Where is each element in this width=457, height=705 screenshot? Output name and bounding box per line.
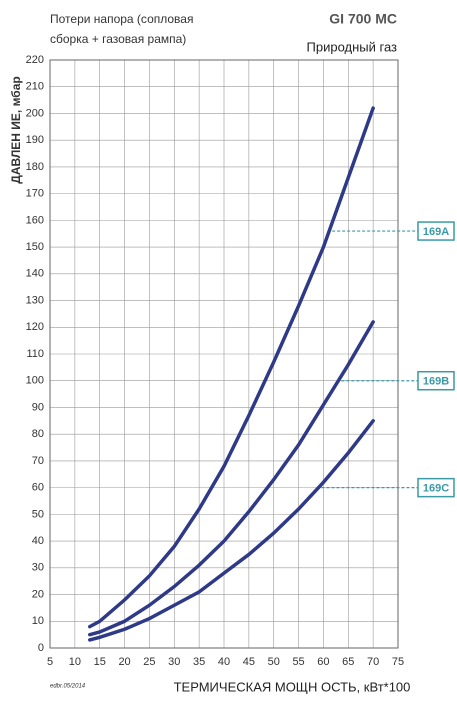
y-tick-label: 110 <box>26 348 44 360</box>
y-axis-label: ДАВЛЕН ИЕ, мбар <box>9 76 23 183</box>
note-line: Потери напора (сопловая <box>50 12 193 26</box>
plot-frame <box>49 59 399 649</box>
label-box <box>417 370 455 391</box>
series-label: 169B <box>423 376 449 388</box>
y-tick-label: 210 <box>26 81 44 93</box>
x-tick-label: 50 <box>268 656 280 668</box>
y-tick-label: 70 <box>32 455 44 467</box>
chart-title: GI 700 MC <box>329 11 397 27</box>
y-tick-label: 100 <box>26 375 44 387</box>
line <box>88 106 375 629</box>
y-tick-label: 20 <box>32 588 44 600</box>
series-label: 169A <box>423 226 449 238</box>
series-label: 169C <box>423 483 449 495</box>
label-box <box>417 477 455 498</box>
y-tick-label: 160 <box>26 214 44 226</box>
y-tick-label: 220 <box>26 54 44 66</box>
y-tick-label: 0 <box>38 642 44 654</box>
y-tick-label: 130 <box>26 294 44 306</box>
y-tick-label: 90 <box>32 401 44 413</box>
x-tick-label: 75 <box>392 656 404 668</box>
x-tick-label: 45 <box>243 656 255 668</box>
y-tick-label: 30 <box>32 562 44 574</box>
chart-subtitle: Природный газ <box>307 39 398 54</box>
y-tick-label: 200 <box>26 107 44 119</box>
x-tick-label: 40 <box>218 656 230 668</box>
label-box <box>417 221 455 241</box>
x-tick-label: 35 <box>193 656 205 668</box>
note-line: сборка + газовая рампа) <box>50 32 186 46</box>
x-tick-label: 60 <box>317 656 329 668</box>
x-tick-label: 20 <box>118 656 130 668</box>
y-tick-label: 190 <box>26 134 44 146</box>
y-tick-label: 140 <box>26 268 44 280</box>
y-tick-label: 120 <box>26 321 44 333</box>
x-tick-label: 65 <box>342 656 354 668</box>
x-tick-label: 15 <box>94 656 106 668</box>
x-axis-label: ТЕРМИЧЕСКАЯ МОЩН ОСТЬ, кВт*100 <box>174 679 411 694</box>
line <box>88 419 375 642</box>
x-tick-label: 55 <box>292 656 304 668</box>
y-tick-label: 10 <box>32 615 44 627</box>
x-tick-label: 30 <box>168 656 180 668</box>
y-tick-label: 170 <box>26 188 44 200</box>
x-tick-label: 10 <box>69 656 81 668</box>
line <box>88 320 375 637</box>
footnote: edbr.05/2014 <box>50 684 86 690</box>
y-tick-label: 50 <box>32 508 44 520</box>
y-tick-label: 40 <box>32 535 44 547</box>
x-tick-label: 5 <box>47 656 53 668</box>
y-tick-label: 60 <box>32 482 44 494</box>
x-tick-label: 25 <box>143 656 155 668</box>
y-tick-label: 150 <box>26 241 44 253</box>
x-tick-label: 70 <box>367 656 379 668</box>
y-tick-label: 180 <box>26 161 44 173</box>
y-tick-label: 80 <box>32 428 44 440</box>
